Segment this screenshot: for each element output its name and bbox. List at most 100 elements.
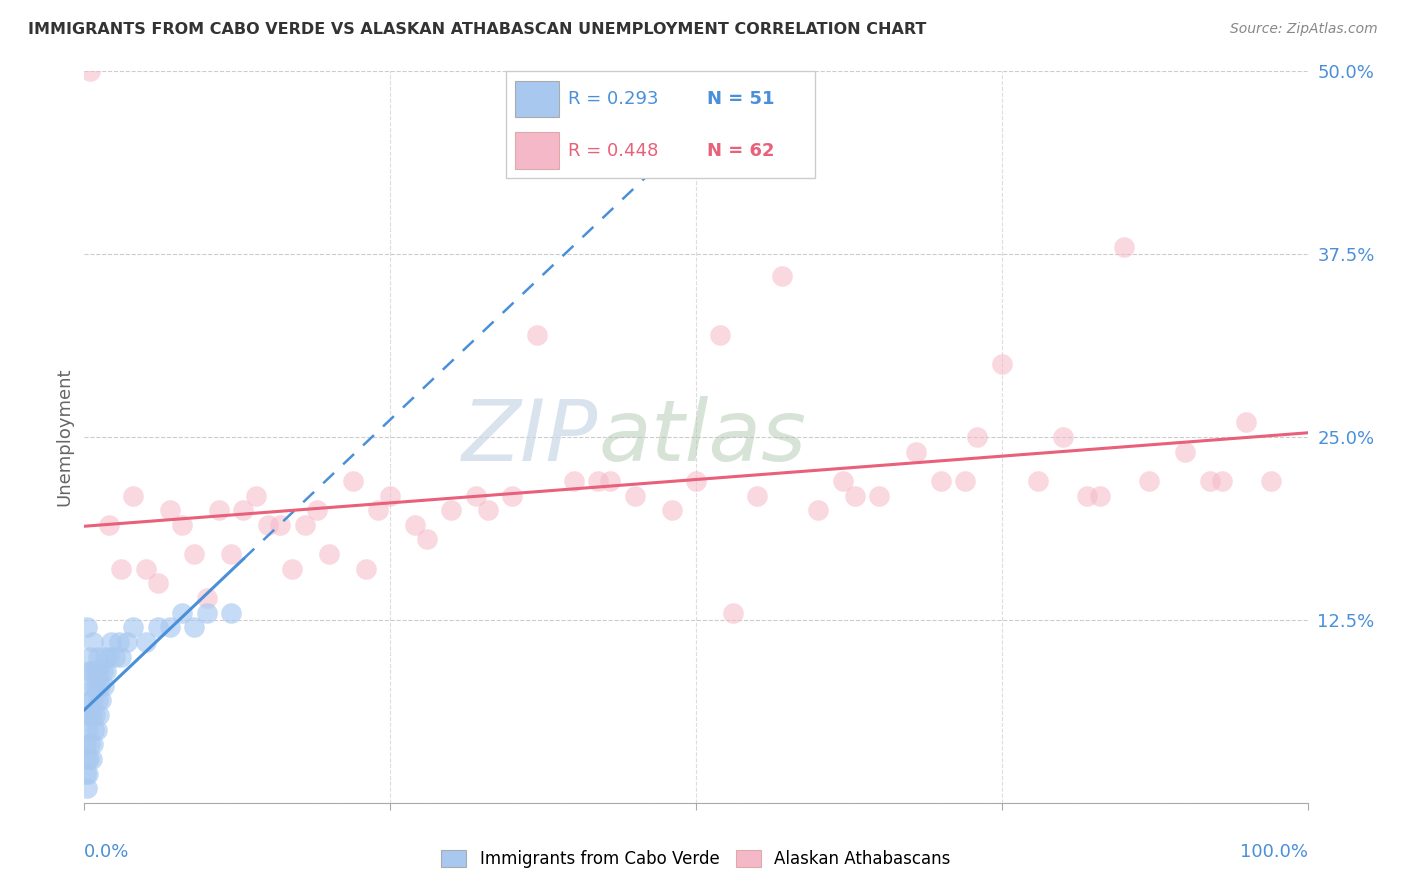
Point bbox=[97, 649, 120, 664]
Point bbox=[77, 679, 100, 693]
Point bbox=[709, 327, 731, 342]
Point bbox=[122, 620, 145, 634]
Point bbox=[770, 269, 793, 284]
Point bbox=[685, 474, 707, 488]
Point bbox=[367, 503, 389, 517]
Point bbox=[97, 517, 120, 532]
Point bbox=[146, 576, 169, 591]
Point bbox=[747, 489, 769, 503]
Point bbox=[87, 708, 110, 723]
Point bbox=[1236, 416, 1258, 430]
Point bbox=[77, 723, 100, 737]
Point bbox=[110, 649, 132, 664]
Point bbox=[1088, 489, 1111, 503]
Point bbox=[245, 489, 267, 503]
Point bbox=[93, 679, 115, 693]
Point bbox=[195, 591, 218, 605]
Point bbox=[79, 737, 101, 751]
Point bbox=[76, 708, 98, 723]
Point bbox=[76, 620, 98, 634]
Point bbox=[183, 547, 205, 561]
Point bbox=[86, 679, 108, 693]
Point bbox=[159, 620, 181, 634]
Text: N = 62: N = 62 bbox=[707, 142, 775, 160]
Point bbox=[1052, 430, 1074, 444]
Point bbox=[219, 606, 242, 620]
Point bbox=[90, 693, 112, 707]
Point bbox=[219, 547, 242, 561]
Text: Source: ZipAtlas.com: Source: ZipAtlas.com bbox=[1230, 22, 1378, 37]
Point bbox=[1211, 474, 1233, 488]
Point bbox=[122, 489, 145, 503]
Point bbox=[80, 708, 103, 723]
Point bbox=[110, 562, 132, 576]
Point bbox=[83, 679, 105, 693]
Point bbox=[135, 635, 157, 649]
Point bbox=[721, 606, 744, 620]
Point bbox=[905, 444, 928, 458]
Point bbox=[257, 517, 280, 532]
Point bbox=[586, 474, 609, 488]
Point bbox=[77, 664, 100, 678]
Point bbox=[86, 664, 108, 678]
Point bbox=[82, 635, 104, 649]
Point bbox=[76, 781, 98, 796]
Point bbox=[208, 503, 231, 517]
Point bbox=[107, 635, 129, 649]
Point bbox=[502, 489, 524, 503]
Y-axis label: Unemployment: Unemployment bbox=[55, 368, 73, 507]
Text: 100.0%: 100.0% bbox=[1240, 843, 1308, 861]
Point bbox=[440, 503, 463, 517]
Point bbox=[991, 357, 1014, 371]
Point bbox=[844, 489, 866, 503]
Point bbox=[91, 664, 114, 678]
Point bbox=[831, 474, 853, 488]
Point bbox=[929, 474, 952, 488]
Text: R = 0.293: R = 0.293 bbox=[568, 90, 658, 108]
Point bbox=[1137, 474, 1160, 488]
Point bbox=[281, 562, 304, 576]
Point bbox=[82, 737, 104, 751]
Point bbox=[77, 766, 100, 780]
Point bbox=[82, 693, 104, 707]
Point bbox=[318, 547, 340, 561]
Point bbox=[1114, 240, 1136, 254]
Point bbox=[183, 620, 205, 634]
Point bbox=[599, 474, 621, 488]
Point bbox=[84, 664, 107, 678]
Point bbox=[79, 693, 101, 707]
Text: IMMIGRANTS FROM CABO VERDE VS ALASKAN ATHABASCAN UNEMPLOYMENT CORRELATION CHART: IMMIGRANTS FROM CABO VERDE VS ALASKAN AT… bbox=[28, 22, 927, 37]
Text: R = 0.448: R = 0.448 bbox=[568, 142, 658, 160]
Point bbox=[404, 517, 426, 532]
Point bbox=[87, 664, 110, 678]
Point bbox=[79, 64, 101, 78]
Point bbox=[87, 649, 110, 664]
Text: ZIP: ZIP bbox=[461, 395, 598, 479]
Text: atlas: atlas bbox=[598, 395, 806, 479]
Point bbox=[869, 489, 891, 503]
Point bbox=[294, 517, 316, 532]
Point bbox=[83, 723, 105, 737]
Point bbox=[380, 489, 402, 503]
Point bbox=[269, 517, 291, 532]
Point bbox=[135, 562, 157, 576]
Point bbox=[172, 517, 194, 532]
Point bbox=[464, 489, 486, 503]
Point bbox=[77, 752, 100, 766]
Point bbox=[966, 430, 988, 444]
Point bbox=[342, 474, 364, 488]
Point bbox=[77, 708, 100, 723]
Point bbox=[477, 503, 499, 517]
Point bbox=[661, 503, 683, 517]
Point bbox=[1028, 474, 1050, 488]
Point bbox=[159, 503, 181, 517]
Point bbox=[104, 649, 127, 664]
Point bbox=[75, 737, 97, 751]
Point bbox=[416, 533, 439, 547]
FancyBboxPatch shape bbox=[516, 132, 558, 169]
Point bbox=[1076, 489, 1098, 503]
Point bbox=[87, 693, 110, 707]
Point bbox=[172, 606, 194, 620]
Legend: Immigrants from Cabo Verde, Alaskan Athabascans: Immigrants from Cabo Verde, Alaskan Atha… bbox=[434, 844, 957, 875]
Point bbox=[80, 752, 103, 766]
